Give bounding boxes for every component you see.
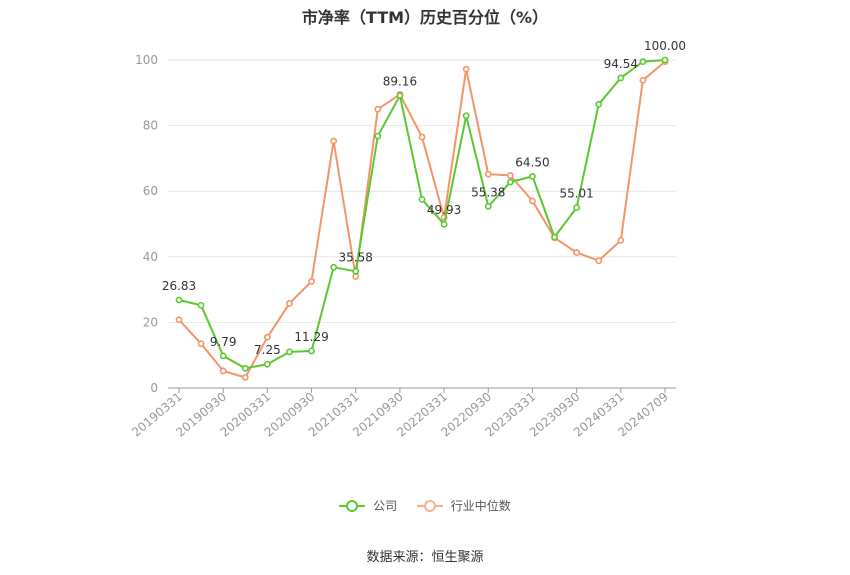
data-label: 94.54	[604, 57, 638, 71]
data-label: 100.00	[644, 39, 686, 53]
data-point-company[interactable]	[241, 364, 249, 372]
data-point-company[interactable]	[639, 58, 647, 66]
y-tick-label: 60	[143, 184, 158, 198]
legend-item-industry-median[interactable]: 行业中位数	[416, 497, 511, 514]
source-note: 数据来源：恒生聚源	[366, 550, 484, 565]
data-point-company[interactable]	[286, 348, 293, 356]
data-labels: 26.83 9.79 7.25 11.29 35.58 89.16 49.93 55.38 64…	[162, 39, 686, 357]
legend-marker-company-icon	[339, 499, 366, 512]
legend-marker-industry-median-icon	[416, 499, 443, 512]
data-point-industry-median[interactable]	[286, 299, 293, 307]
data-label: 55.38	[471, 185, 505, 199]
data-label: 55.01	[559, 187, 593, 201]
data-point-company[interactable]	[352, 267, 360, 275]
y-tick-label: 40	[143, 250, 158, 264]
data-point-industry-median[interactable]	[506, 172, 514, 179]
data-point-company[interactable]	[396, 92, 404, 99]
data-point-industry-median[interactable]	[175, 316, 183, 324]
data-point-company[interactable]	[462, 112, 470, 120]
series-lines	[175, 56, 669, 381]
grid-lines	[168, 59, 676, 323]
data-point-company[interactable]	[551, 233, 558, 241]
data-label: 35.58	[339, 250, 373, 264]
data-point-company[interactable]	[175, 296, 183, 304]
data-point-industry-median[interactable]	[418, 133, 426, 141]
data-point-industry-median[interactable]	[330, 137, 338, 145]
data-label: 11.29	[294, 330, 328, 344]
data-label: 89.16	[383, 75, 417, 89]
data-point-industry-median[interactable]	[639, 76, 647, 84]
data-point-company[interactable]	[573, 204, 581, 211]
data-point-company[interactable]	[219, 352, 227, 360]
data-point-industry-median[interactable]	[595, 257, 603, 265]
data-point-industry-median[interactable]	[197, 340, 205, 348]
data-point-company[interactable]	[440, 220, 448, 228]
data-point-industry-median[interactable]	[241, 374, 249, 381]
data-point-industry-median[interactable]	[374, 105, 382, 113]
data-point-company[interactable]	[661, 56, 669, 64]
data-point-industry-median[interactable]	[529, 197, 536, 205]
legend-label-industry-median: 行业中位数	[450, 499, 511, 513]
legend: 公司 行业中位数	[0, 497, 850, 514]
data-label: 26.83	[162, 279, 196, 293]
data-point-industry-median[interactable]	[462, 65, 470, 73]
data-label: 7.25	[254, 343, 281, 357]
data-point-company[interactable]	[506, 178, 514, 186]
data-point-industry-median[interactable]	[617, 236, 625, 244]
chart-title: 市净率（TTM）历史百分位（%）	[301, 8, 549, 27]
legend-label-company: 公司	[373, 499, 398, 513]
data-point-company[interactable]	[197, 301, 205, 309]
series-line-industry-median	[178, 60, 666, 379]
data-point-company[interactable]	[263, 360, 271, 368]
data-point-company[interactable]	[330, 263, 338, 271]
data-point-company[interactable]	[418, 195, 426, 203]
y-tick-label: 20	[143, 315, 158, 329]
data-point-industry-median[interactable]	[219, 367, 227, 375]
y-tick-label: 100	[135, 53, 158, 67]
legend-item-company[interactable]: 公司	[339, 497, 397, 514]
data-point-industry-median[interactable]	[263, 333, 271, 341]
data-label: 49.93	[427, 203, 461, 217]
data-point-company[interactable]	[484, 202, 492, 210]
data-label: 9.79	[210, 335, 237, 349]
data-point-company[interactable]	[595, 100, 603, 108]
data-point-industry-median[interactable]	[573, 249, 581, 256]
data-point-company[interactable]	[529, 173, 536, 180]
data-point-industry-median[interactable]	[484, 170, 492, 178]
data-point-company[interactable]	[617, 74, 625, 82]
data-label: 64.50	[515, 155, 549, 169]
data-point-company[interactable]	[374, 132, 382, 140]
data-point-company[interactable]	[308, 347, 315, 355]
data-point-industry-median[interactable]	[308, 277, 315, 285]
y-tick-label: 80	[143, 119, 158, 133]
y-tick-label: 0	[150, 381, 158, 395]
